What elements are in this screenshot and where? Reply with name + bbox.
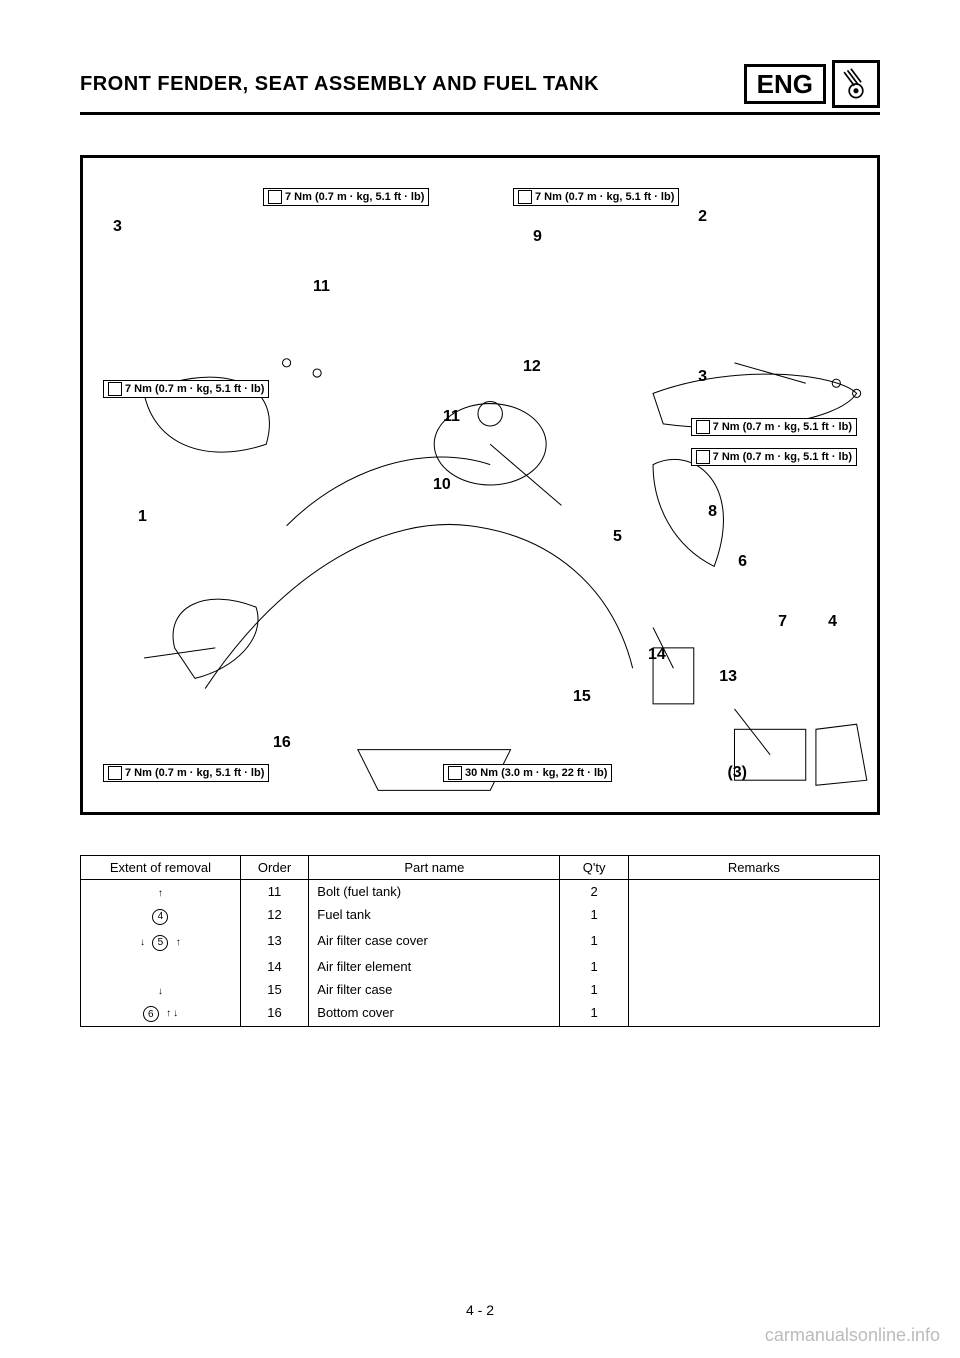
qty-cell: 1: [560, 929, 628, 955]
remarks-cell: [628, 1001, 879, 1027]
callout-7: 7: [778, 613, 787, 631]
engine-icon: [832, 60, 880, 108]
extent-cell: ↓: [81, 978, 241, 1001]
table-row: ↓ 5 ↑ 13 Air filter case cover 1: [81, 929, 880, 955]
partname-cell: Air filter case cover: [309, 929, 560, 955]
col-qty: Q'ty: [560, 856, 628, 880]
qty-cell: 1: [560, 978, 628, 1001]
page-header: FRONT FENDER, SEAT ASSEMBLY AND FUEL TAN…: [80, 60, 880, 115]
extent-cell: 6 ↑↓: [81, 1001, 241, 1027]
section-code: ENG: [744, 64, 826, 104]
qty-cell: 1: [560, 903, 628, 929]
table-row: ↑ 11 Bolt (fuel tank) 2: [81, 880, 880, 904]
callout-13: 13: [719, 668, 737, 686]
torque-label: 7 Nm (0.7 m · kg, 5.1 ft · lb): [691, 448, 857, 466]
torque-label: 7 Nm (0.7 m · kg, 5.1 ft · lb): [691, 418, 857, 436]
remarks-cell: [628, 929, 879, 955]
table-row: 4 12 Fuel tank 1: [81, 903, 880, 929]
col-extent: Extent of removal: [81, 856, 241, 880]
extent-cell: 4: [81, 903, 241, 929]
remarks-cell: [628, 978, 879, 1001]
callout-14: 14: [648, 646, 666, 664]
col-partname: Part name: [309, 856, 560, 880]
partname-cell: Bottom cover: [309, 1001, 560, 1027]
extent-cell: [81, 955, 241, 978]
extent-6: 6: [143, 1006, 159, 1022]
partname-cell: Bolt (fuel tank): [309, 880, 560, 904]
header-right: ENG: [744, 60, 880, 108]
qty-cell: 1: [560, 955, 628, 978]
table-row: 14 Air filter element 1: [81, 955, 880, 978]
col-remarks: Remarks: [628, 856, 879, 880]
torque-label: 7 Nm (0.7 m · kg, 5.1 ft · lb): [103, 764, 269, 782]
diagram-svg: [83, 158, 877, 812]
callout-5: 5: [613, 528, 622, 546]
partname-cell: Air filter element: [309, 955, 560, 978]
order-cell: 12: [240, 903, 308, 929]
torque-label: 30 Nm (3.0 m · kg, 22 ft · lb): [443, 764, 612, 782]
extent-4: 4: [152, 909, 168, 925]
table-header-row: Extent of removal Order Part name Q'ty R…: [81, 856, 880, 880]
order-cell: 13: [240, 929, 308, 955]
table-row: ↓ 15 Air filter case 1: [81, 978, 880, 1001]
callout-15: 15: [573, 688, 591, 706]
callout-8: 8: [708, 503, 717, 521]
extent-cell: ↑: [81, 880, 241, 904]
torque-label: 7 Nm (0.7 m · kg, 5.1 ft · lb): [263, 188, 429, 206]
callout-6: 6: [738, 553, 747, 571]
qty-cell: 1: [560, 1001, 628, 1027]
callout-10: 10: [433, 476, 451, 494]
torque-label: 7 Nm (0.7 m · kg, 5.1 ft · lb): [103, 380, 269, 398]
callout-16: 16: [273, 734, 291, 752]
torque-label: 7 Nm (0.7 m · kg, 5.1 ft · lb): [513, 188, 679, 206]
qty-cell: 2: [560, 880, 628, 904]
callout-3: 3: [698, 368, 707, 386]
callout-11: 11: [313, 278, 330, 296]
extent-cell: ↓ 5 ↑: [81, 929, 241, 955]
callout-4: 4: [828, 613, 837, 631]
engine-svg: [839, 67, 873, 101]
partname-cell: Fuel tank: [309, 903, 560, 929]
callout-2: 2: [698, 208, 707, 226]
page-number: 4 - 2: [0, 1302, 960, 1318]
callout-3: 3: [113, 218, 122, 236]
order-cell: 11: [240, 880, 308, 904]
callout-paren3: (3): [727, 764, 747, 782]
remarks-cell: [628, 955, 879, 978]
table-row: 6 ↑↓ 16 Bottom cover 1: [81, 1001, 880, 1027]
col-order: Order: [240, 856, 308, 880]
callout-12: 12: [523, 358, 541, 376]
callout-11: 11: [443, 408, 460, 426]
page: FRONT FENDER, SEAT ASSEMBLY AND FUEL TAN…: [0, 0, 960, 1358]
remarks-cell: [628, 880, 879, 904]
order-cell: 14: [240, 955, 308, 978]
page-title: FRONT FENDER, SEAT ASSEMBLY AND FUEL TAN…: [80, 73, 599, 96]
watermark: carmanualsonline.info: [765, 1325, 940, 1346]
remarks-cell: [628, 903, 879, 929]
order-cell: 16: [240, 1001, 308, 1027]
callout-9: 9: [533, 228, 542, 246]
callout-1: 1: [138, 508, 147, 526]
parts-table: Extent of removal Order Part name Q'ty R…: [80, 855, 880, 1027]
order-cell: 15: [240, 978, 308, 1001]
extent-5: 5: [152, 935, 168, 951]
exploded-diagram: 7 Nm (0.7 m · kg, 5.1 ft · lb) 7 Nm (0.7…: [80, 155, 880, 815]
partname-cell: Air filter case: [309, 978, 560, 1001]
